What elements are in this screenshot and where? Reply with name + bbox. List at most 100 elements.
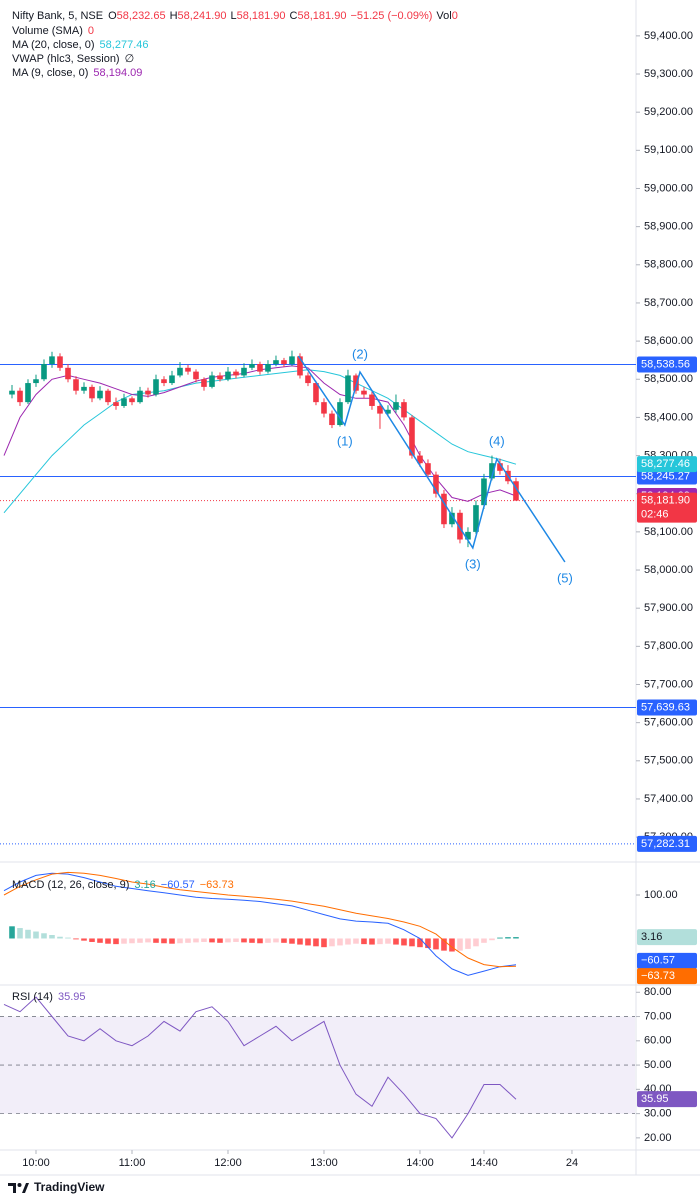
histogram-bar	[297, 938, 303, 945]
y-tick-label: 59,300.00	[644, 68, 693, 80]
candle-body	[185, 367, 191, 372]
histogram-bar	[337, 938, 343, 946]
candle-body	[369, 394, 375, 406]
price-tag	[637, 968, 697, 985]
y-tick-label: 30.00	[644, 1108, 672, 1120]
candle-body	[417, 455, 423, 464]
y-tick-label: 70.00	[644, 1010, 672, 1022]
candle-body	[233, 371, 239, 376]
study-line	[3, 369, 517, 514]
brand-name: TradingView	[34, 1180, 105, 1194]
candle-body	[97, 390, 103, 399]
pane-title: MACD (12, 26, close, 9)	[12, 879, 129, 891]
candle-body	[401, 402, 407, 418]
candle-body	[473, 505, 479, 532]
price-tag-label: 57,282.31	[641, 838, 690, 850]
signal-line	[3, 871, 517, 968]
price-tag	[637, 929, 697, 946]
y-tick-label: 57,500.00	[644, 755, 693, 767]
histogram-bar	[41, 933, 47, 939]
candle-body	[217, 375, 223, 380]
study-name: VWAP (hlc3, Session)	[12, 53, 120, 65]
histogram-bar	[97, 938, 103, 943]
y-tick-label: 58,600.00	[644, 335, 693, 347]
histogram-bar	[329, 938, 335, 947]
candle-body	[257, 363, 263, 372]
candle-body	[361, 390, 367, 395]
candle-body	[49, 356, 55, 364]
candle-body	[17, 390, 23, 403]
y-tick-label: 58,700.00	[644, 297, 693, 309]
histogram-bar	[33, 931, 39, 939]
study-value: ∅	[125, 53, 135, 65]
y-tick-label: 58,900.00	[644, 221, 693, 233]
macd-value: −60.57	[161, 879, 195, 891]
ohlc-value: 58,181.90	[298, 10, 347, 22]
candle-body	[137, 390, 143, 403]
candle-body	[289, 356, 295, 364]
candle-body	[209, 375, 215, 387]
histogram-bar	[465, 938, 471, 949]
ohlc-value: 58,241.90	[178, 10, 227, 22]
candle-body	[489, 463, 495, 479]
rsi-line	[3, 996, 517, 1139]
candle-body	[321, 402, 327, 414]
candle-body	[121, 398, 127, 406]
price-tag	[637, 468, 697, 485]
candle-body	[305, 375, 311, 384]
candle-body	[281, 360, 287, 364]
study-name: MA (9, close, 0)	[12, 67, 88, 79]
price-tag-label: 57,639.63	[641, 701, 690, 713]
histogram-bar	[73, 938, 79, 940]
candle-body	[481, 478, 487, 506]
legend-line: MA (9, close, 0) 58,194.09	[12, 67, 142, 79]
histogram-bar	[281, 938, 287, 943]
wave-label: (2)	[352, 346, 368, 361]
y-tick-label: 100.00	[644, 889, 678, 901]
legend-line: MACD (12, 26, close, 9) 3.16 −60.57 −63.73	[12, 879, 234, 891]
ohlc-key: O	[108, 10, 117, 22]
histogram-bar	[209, 938, 215, 943]
histogram-bar	[257, 938, 263, 944]
y-tick-label: 50.00	[644, 1059, 672, 1071]
price-tag-label: 58,181.90	[641, 495, 690, 507]
histogram-bar	[489, 938, 495, 941]
histogram-bar	[25, 929, 31, 939]
candle-body	[465, 531, 471, 540]
ohlc-value: 58,232.65	[117, 10, 166, 22]
candle-body	[345, 375, 351, 403]
y-tick-label: 57,900.00	[644, 602, 693, 614]
histogram-bar	[385, 938, 391, 944]
candle-body	[161, 379, 167, 384]
candle-body	[249, 363, 255, 368]
ohlc-value: 58,181.90	[237, 10, 286, 22]
pane-title: RSI (14)	[12, 991, 53, 1003]
histogram-bar	[305, 938, 311, 946]
price-tag-label: −63.73	[641, 970, 675, 982]
candle-body	[129, 398, 135, 403]
candle-body	[169, 375, 175, 384]
histogram-bar	[153, 938, 159, 943]
y-tick-label: 59,400.00	[644, 30, 693, 42]
legend-line: Volume (SMA) 0	[12, 25, 94, 37]
candle-body	[65, 367, 71, 380]
ohlc-key: L	[230, 10, 236, 22]
histogram-bar	[121, 938, 127, 944]
y-tick-label: 58,400.00	[644, 411, 693, 423]
candle-body	[25, 383, 31, 403]
price-tag	[637, 456, 697, 473]
candle-body	[145, 390, 151, 395]
histogram-bar	[289, 938, 295, 944]
candle-body	[73, 379, 79, 391]
price-tag-label: 35.95	[641, 1093, 669, 1105]
y-tick-label: 59,200.00	[644, 106, 693, 118]
candle-body	[313, 383, 319, 403]
histogram-bar	[497, 937, 503, 939]
histogram-bar	[425, 938, 431, 949]
candle-body	[449, 512, 455, 525]
study-value: 58,277.46	[100, 39, 149, 51]
histogram-bar	[473, 938, 479, 947]
histogram-bar	[185, 938, 191, 943]
